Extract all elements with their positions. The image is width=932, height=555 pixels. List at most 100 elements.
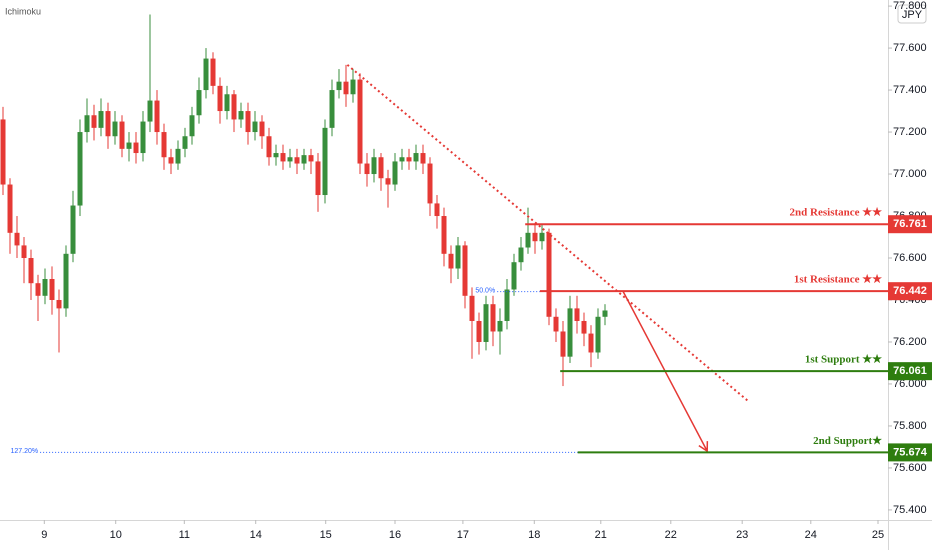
chart-title: Ichimoku xyxy=(5,6,41,16)
candle-body xyxy=(245,111,251,133)
y-tick-label: 77.600 xyxy=(893,42,927,54)
candle-body xyxy=(574,308,580,321)
candle-body xyxy=(392,161,398,185)
candle-body xyxy=(476,320,482,342)
candle-body xyxy=(224,94,230,112)
candle-body xyxy=(91,115,97,128)
candle-body xyxy=(308,155,314,162)
candle-body xyxy=(525,232,531,248)
candle-body xyxy=(602,310,608,317)
candle-body xyxy=(287,157,293,162)
x-tick-label: 11 xyxy=(179,529,190,541)
candle-body xyxy=(63,253,69,309)
x-tick-label: 16 xyxy=(389,529,401,541)
candle-body xyxy=(266,136,272,158)
level-price: 76.061 xyxy=(893,365,927,377)
y-tick-label: 75.800 xyxy=(893,420,927,432)
level-price-box xyxy=(888,362,932,381)
candle-body xyxy=(98,111,104,128)
candle-body xyxy=(273,153,279,158)
candle-body xyxy=(42,278,48,296)
candle-body xyxy=(210,58,216,86)
trendline xyxy=(346,64,749,402)
candle-body xyxy=(560,331,566,357)
candle-body xyxy=(490,304,496,332)
candle-body xyxy=(196,90,202,116)
level-name: 1st Resistance ★★ xyxy=(794,274,882,286)
candle-body xyxy=(329,90,335,128)
level-price-box xyxy=(888,443,932,462)
candle-body xyxy=(378,157,384,179)
candle-body xyxy=(154,100,160,133)
candle-body xyxy=(238,111,244,120)
candle-body xyxy=(105,111,111,137)
candle-body xyxy=(497,320,503,332)
y-tick-label: 77.000 xyxy=(893,168,927,180)
y-tick-label: 77.800 xyxy=(893,0,927,12)
candle-body xyxy=(532,232,538,242)
x-tick-label: 14 xyxy=(250,529,262,541)
y-tick-label: 77.200 xyxy=(893,126,927,138)
currency-box xyxy=(897,4,927,24)
arrow-head xyxy=(698,441,709,453)
x-tick-label: 25 xyxy=(872,529,884,541)
candle-body xyxy=(406,157,412,162)
candle-body xyxy=(280,153,286,162)
candle-body xyxy=(336,81,342,91)
candle-body xyxy=(147,100,153,122)
candle-body xyxy=(259,121,265,137)
candle-body xyxy=(28,258,34,284)
candle-body xyxy=(504,289,510,321)
candle-body xyxy=(175,148,181,164)
currency: JPY xyxy=(902,9,923,21)
candle-body xyxy=(70,205,76,254)
x-tick-label: 18 xyxy=(528,529,540,541)
candle-body xyxy=(427,163,433,204)
level-name: 2nd Support★ xyxy=(813,435,882,447)
level-price-box xyxy=(888,215,932,234)
candle-body xyxy=(567,308,573,357)
candle-body xyxy=(7,184,13,233)
candle-body xyxy=(553,316,559,332)
candle-body xyxy=(140,121,146,154)
candle-body xyxy=(301,155,307,164)
y-tick-label: 77.400 xyxy=(893,84,927,96)
candle-body xyxy=(434,203,440,217)
candle-body xyxy=(581,320,587,334)
candle-body xyxy=(133,142,139,154)
candle-body xyxy=(539,232,545,242)
candle-body xyxy=(119,121,125,149)
level-price: 76.442 xyxy=(893,285,927,297)
candle-body xyxy=(182,136,188,149)
candle-body xyxy=(364,163,370,175)
y-tick-label: 75.600 xyxy=(893,462,927,474)
candle-body xyxy=(357,79,363,164)
candle-body xyxy=(322,127,328,196)
candle-body xyxy=(420,153,426,164)
y-tick-label: 76.200 xyxy=(893,336,927,348)
candle-body xyxy=(483,304,489,342)
candle-body xyxy=(462,245,468,296)
candle-body xyxy=(350,79,356,95)
x-tick-label: 10 xyxy=(110,529,122,541)
candle-body xyxy=(161,132,167,158)
candle-body xyxy=(294,157,300,164)
candle-body xyxy=(455,245,461,269)
candle-body xyxy=(385,178,391,185)
x-tick-label: 23 xyxy=(736,529,748,541)
level-name: 2nd Resistance ★★ xyxy=(790,207,883,219)
candle-body xyxy=(546,232,552,317)
x-tick-label: 9 xyxy=(41,529,47,541)
candle-body xyxy=(469,295,475,321)
candle-body xyxy=(112,121,118,137)
candle-body xyxy=(49,278,55,300)
candle-body xyxy=(518,247,524,263)
candle-body xyxy=(588,333,594,353)
candle-body xyxy=(448,253,454,269)
candle-body xyxy=(21,245,27,259)
x-tick-label: 24 xyxy=(805,529,817,541)
candle-body xyxy=(371,157,377,175)
candle-body xyxy=(343,81,349,95)
fib-label: 127.20% xyxy=(10,448,38,455)
